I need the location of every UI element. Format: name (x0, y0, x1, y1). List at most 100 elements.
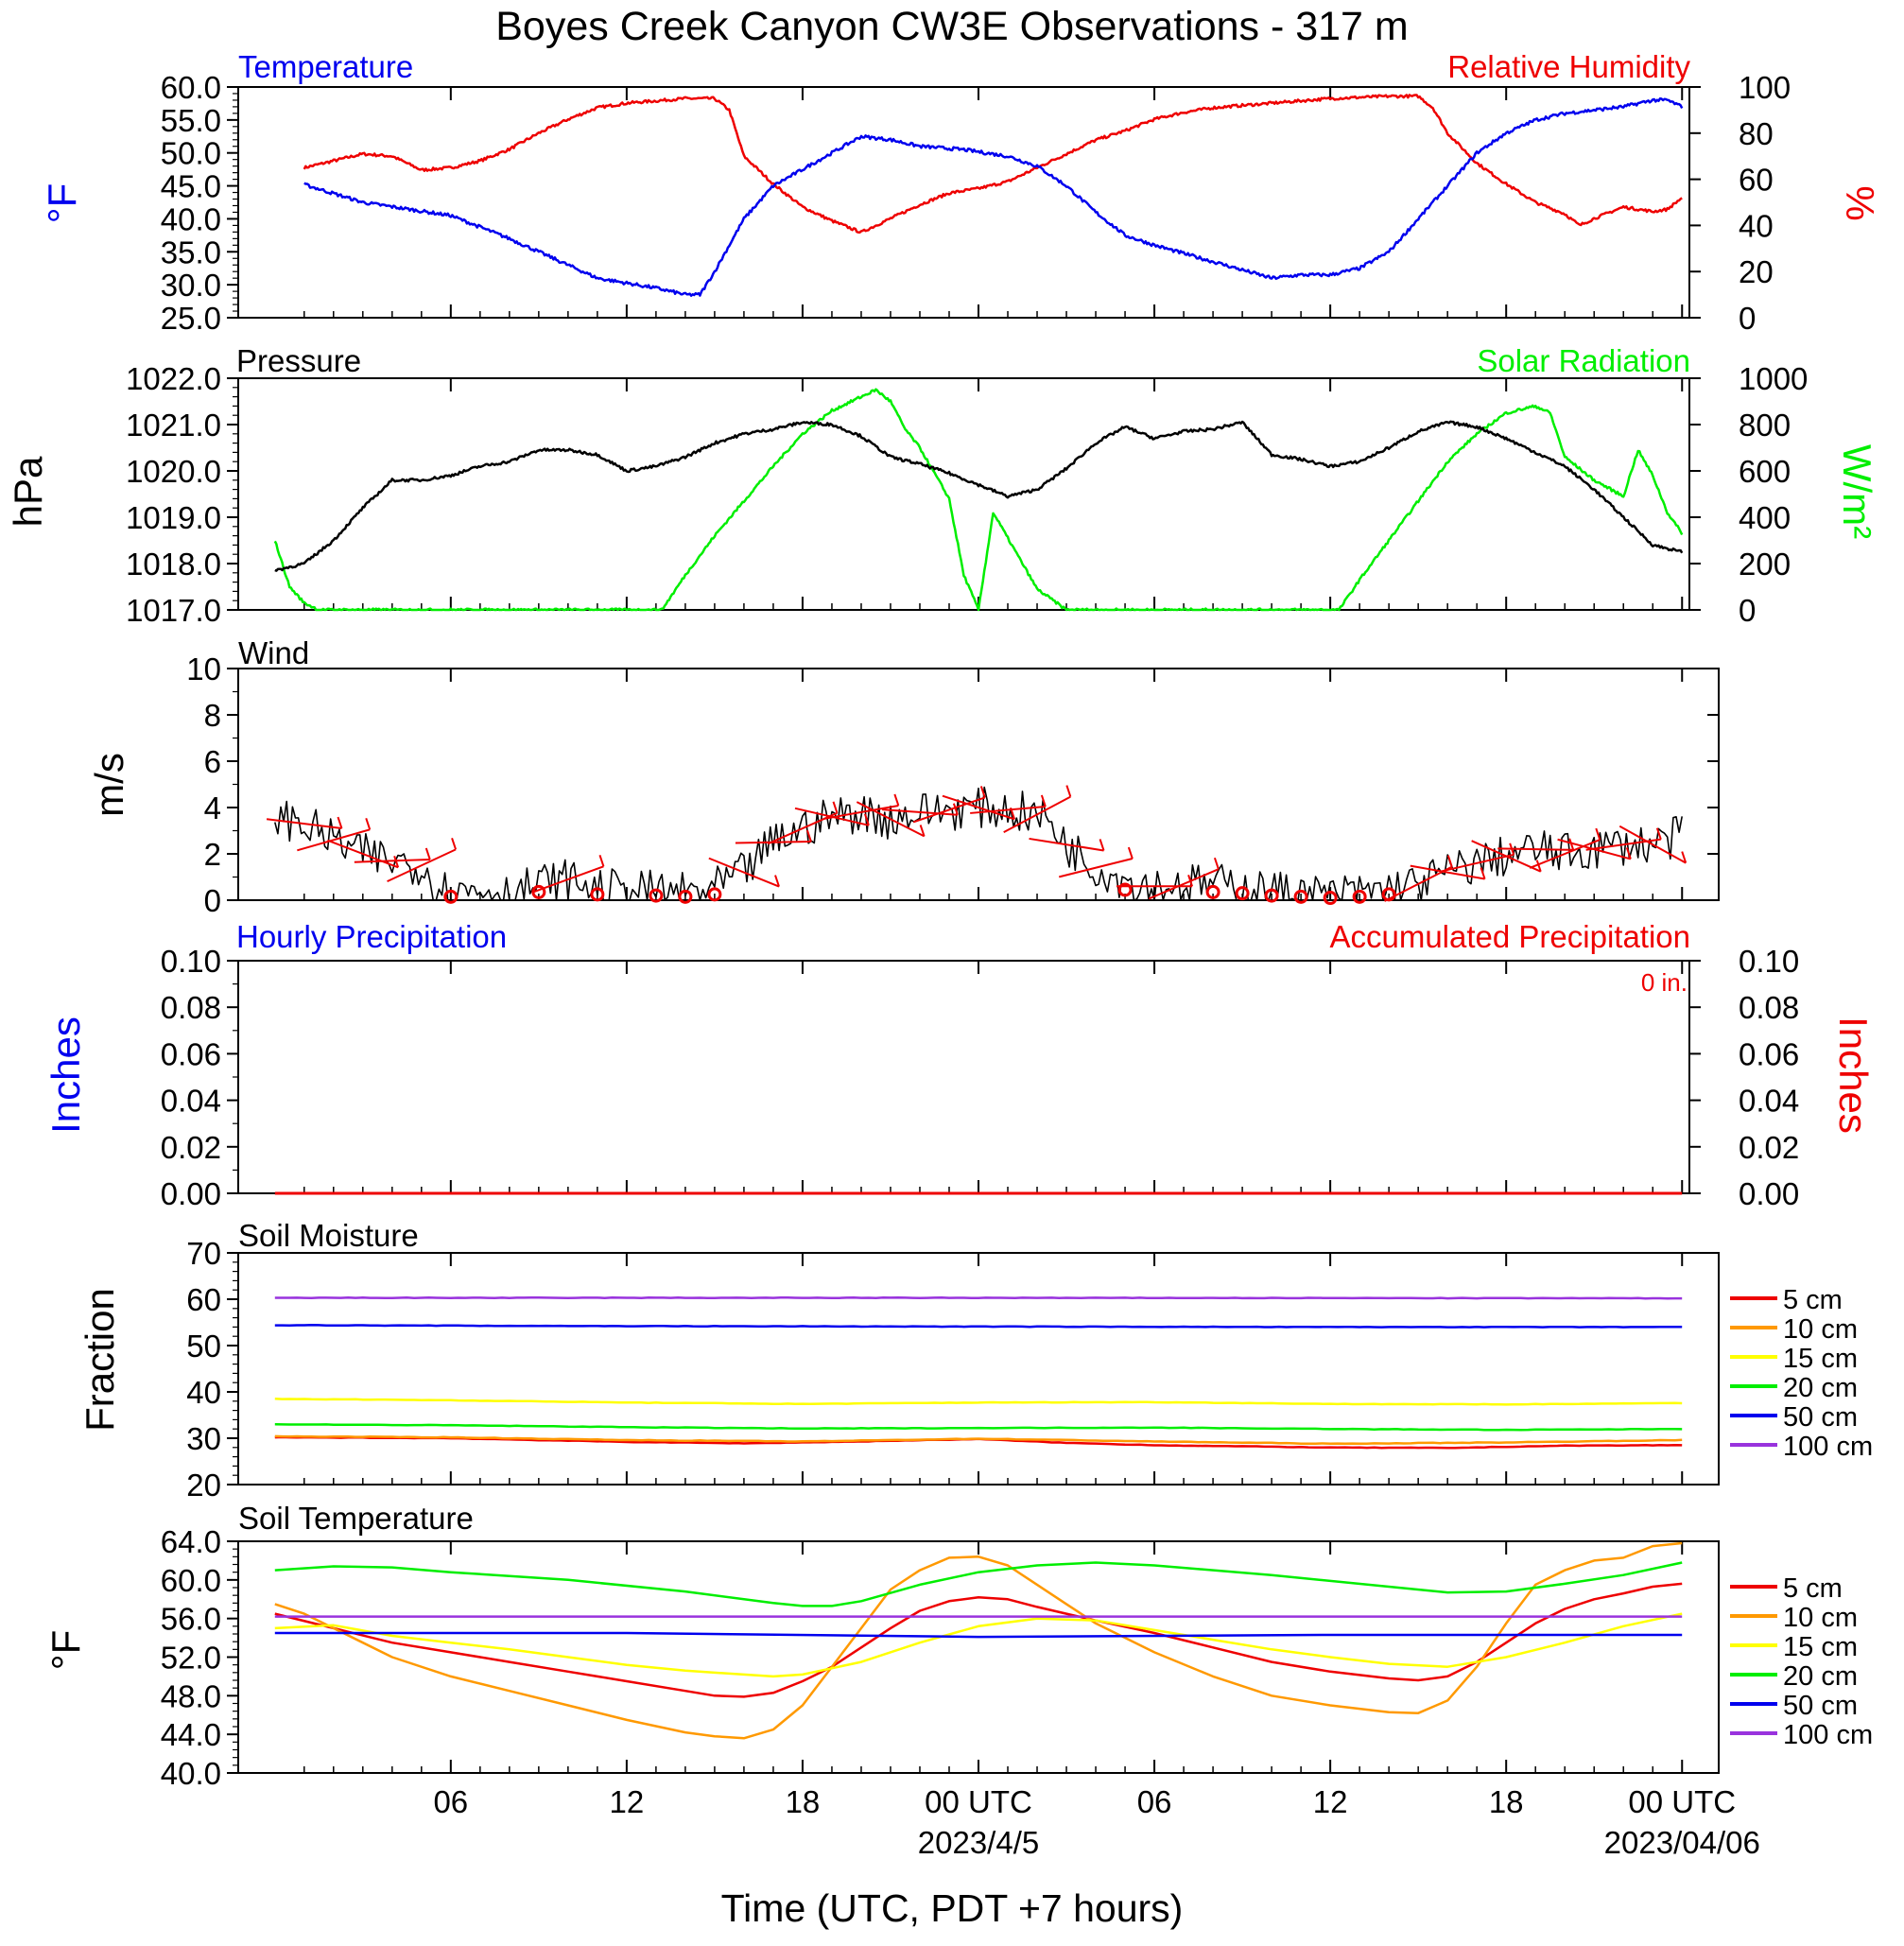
calm-wind-marker (531, 884, 546, 899)
wind-barb-flag (952, 803, 959, 816)
wind-barb (327, 839, 399, 869)
x-tick-label: 00 UTC (925, 1784, 1032, 1819)
y-tick-label: 1022.0 (126, 361, 221, 396)
y-right-tick-label: 0.04 (1739, 1084, 1799, 1119)
wind-barb-flag (1213, 857, 1220, 870)
y-right-tick-label: 0.06 (1739, 1036, 1799, 1071)
soil-moisture-legend-label: 5 cm (1783, 1285, 1843, 1315)
wind-barb-flag (1535, 860, 1542, 873)
y-right-tick-label: 0.10 (1739, 944, 1799, 979)
wind-barb (1029, 837, 1104, 852)
wind-barb (1497, 847, 1574, 851)
wind-barb (1618, 825, 1687, 864)
wind-barb (970, 805, 1046, 814)
soil-temperature-axis-label: °F (43, 1630, 88, 1670)
wind-axis-label: m/s (87, 753, 131, 817)
calm-wind-marker (1381, 887, 1396, 902)
y-tick-label: 0.08 (161, 990, 221, 1025)
y-right-tick-label: 60 (1739, 163, 1774, 198)
soil-temperature-line (274, 1612, 1683, 1678)
wind-barb (856, 801, 926, 838)
y-tick-label: 1018.0 (126, 547, 221, 582)
y-tick-label: 0.02 (161, 1130, 221, 1165)
y-tick-label: 40.0 (161, 201, 221, 236)
wind-barb (297, 828, 371, 852)
wind-barb (354, 858, 430, 863)
y-right-tick-label: 200 (1739, 547, 1791, 582)
temperature-line (303, 96, 1684, 297)
y-tick-label: 4 (204, 791, 221, 825)
solar-axis-label: W/m² (1835, 444, 1879, 539)
soil-temperature-title: Soil Temperature (238, 1501, 474, 1536)
wind-barb (1058, 858, 1134, 878)
wind-barb (1410, 864, 1485, 880)
y-right-tick-label: 400 (1739, 500, 1791, 535)
wind-barb-flag (774, 875, 780, 887)
y-tick-label: 40 (186, 1375, 221, 1410)
wind-barb (1148, 868, 1220, 900)
y-tick-label: 30 (186, 1421, 221, 1456)
wind-barb-flag (1625, 847, 1632, 860)
accum-precip-axis-label: Inches (1831, 1016, 1876, 1134)
soil-temperature-legend-label: 15 cm (1783, 1632, 1858, 1662)
soil-temperature-legend-label: 10 cm (1783, 1603, 1858, 1633)
y-tick-label: 0 (204, 883, 221, 918)
soil-temperature-line (274, 1561, 1683, 1607)
soil-temperature-legend-label: 20 cm (1783, 1661, 1858, 1692)
y-tick-label: 70 (186, 1236, 221, 1271)
x-date-label: 2023/4/5 (918, 1825, 1039, 1860)
wind-barb (942, 794, 1015, 821)
y-right-tick-label: 0 (1739, 301, 1756, 336)
pressure-solar-panel: Pressure Solar Radiation hPa W/m² 1022.0… (6, 343, 1879, 628)
y-right-tick-label: 0 (1739, 593, 1756, 628)
y-right-tick-label: 40 (1739, 208, 1774, 243)
soil-moisture-legend-label: 20 cm (1783, 1373, 1858, 1403)
soil-moisture-legend-label: 50 cm (1783, 1402, 1858, 1433)
y-right-tick-label: 0.00 (1739, 1176, 1799, 1211)
calm-wind-marker (443, 889, 459, 904)
y-tick-label: 1021.0 (126, 408, 221, 443)
soil-moisture-axis-label: Fraction (78, 1288, 122, 1432)
wind-barb (387, 848, 457, 883)
y-tick-label: 45.0 (161, 169, 221, 204)
x-date-label: 2023/04/06 (1604, 1825, 1760, 1860)
wind-barb-flag (365, 817, 372, 830)
panel-frame-2 (237, 377, 1690, 611)
y-tick-label: 44.0 (161, 1717, 221, 1752)
y-tick-label: 1017.0 (126, 593, 221, 628)
figure-title: Boyes Creek Canyon CW3E Observations - 3… (495, 4, 1409, 49)
soil-temperature-legend-label: 5 cm (1783, 1573, 1843, 1604)
calm-wind-marker (649, 888, 664, 903)
soil-temperature-panel: Soil Temperature °F 64.0 60.0 56.0 52.048.0… (43, 1501, 1873, 1791)
y-tick-label: 1019.0 (126, 500, 221, 535)
soil-moisture-legend-label: 100 cm (1783, 1432, 1873, 1462)
x-tick-label: 12 (1313, 1784, 1348, 1819)
y-tick-label: 25.0 (161, 301, 221, 336)
y-tick-label: 50.0 (161, 136, 221, 171)
soil-temperature-legend-label: 100 cm (1783, 1720, 1873, 1750)
wind-barb-flag (1480, 867, 1486, 879)
wind-barb (1003, 795, 1071, 834)
wind-barb-flag (1681, 851, 1688, 863)
y-tick-label: 30.0 (161, 268, 221, 303)
soil-moisture-legend-label: 15 cm (1783, 1344, 1858, 1374)
calm-wind-marker (1205, 884, 1220, 899)
wind-barb (1529, 839, 1601, 869)
humidity-line (303, 94, 1683, 235)
y-tick-label: 2 (204, 837, 221, 872)
pressure-title: Pressure (236, 343, 361, 378)
y-tick-label: 50 (186, 1329, 221, 1364)
wind-barb (882, 808, 958, 816)
temperature-axis-label: °F (40, 183, 84, 223)
calm-wind-marker (1323, 891, 1338, 906)
wind-barb-flag (1595, 827, 1601, 841)
calm-wind-marker (1117, 882, 1133, 897)
y-tick-label: 56.0 (161, 1602, 221, 1637)
x-tick-label: 12 (610, 1784, 645, 1819)
y-right-tick-label: 800 (1739, 408, 1791, 443)
y-tick-label: 0.06 (161, 1036, 221, 1071)
y-right-tick-label: 600 (1739, 454, 1791, 489)
wind-barb (823, 804, 899, 820)
y-tick-label: 64.0 (161, 1524, 221, 1559)
